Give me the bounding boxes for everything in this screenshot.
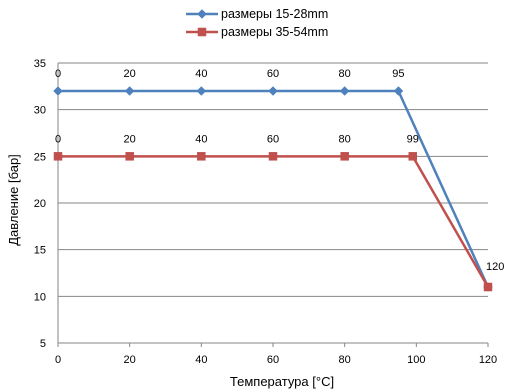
data-label: 0 bbox=[55, 133, 61, 145]
square-marker bbox=[197, 152, 206, 161]
x-tick-label: 0 bbox=[55, 354, 61, 366]
series-line bbox=[58, 155, 490, 288]
data-label: 80 bbox=[339, 133, 351, 145]
x-tick-label: 40 bbox=[195, 354, 207, 366]
legend: размеры 15-28mm размеры 35-54mm bbox=[186, 7, 328, 39]
diamond-marker bbox=[196, 86, 207, 96]
data-label: 0 bbox=[55, 68, 61, 80]
data-label: 40 bbox=[195, 133, 207, 145]
y-tick-label: 25 bbox=[34, 151, 46, 163]
y-tick-label: 20 bbox=[34, 198, 46, 210]
square-marker bbox=[268, 152, 278, 161]
data-label: 99 bbox=[407, 133, 419, 145]
square-marker bbox=[483, 282, 493, 292]
diamond-marker bbox=[268, 86, 278, 96]
y-tick-label: 10 bbox=[34, 291, 46, 303]
y-tick-label: 35 bbox=[34, 58, 46, 70]
markers bbox=[53, 86, 493, 292]
x-tick-label: 120 bbox=[479, 354, 497, 366]
data-label: 20 bbox=[124, 133, 136, 145]
x-tick-label: 80 bbox=[339, 354, 351, 366]
x-tick-label: 60 bbox=[267, 354, 279, 366]
square-marker bbox=[340, 152, 349, 161]
data-label: 40 bbox=[195, 68, 207, 80]
data-label: 95 bbox=[392, 68, 404, 80]
series-line bbox=[58, 89, 490, 288]
legend-label: размеры 15-28mm bbox=[221, 7, 328, 21]
data-label: 60 bbox=[267, 68, 279, 80]
diamond-marker bbox=[393, 86, 404, 96]
axes: 5 10 15 20 25 30 35 0 20 40 60 80 100 120 bbox=[34, 58, 497, 366]
data-label: 120 bbox=[486, 261, 504, 273]
square-marker bbox=[125, 152, 134, 161]
y-axis-label: Давление [бар] bbox=[6, 154, 21, 246]
data-label: 80 bbox=[339, 68, 351, 80]
data-label: 60 bbox=[267, 133, 279, 145]
series-lines bbox=[58, 89, 490, 288]
data-labels: 0 20 40 60 80 95 120 0 20 40 60 80 99 bbox=[55, 68, 504, 273]
y-tick-label: 30 bbox=[34, 105, 46, 117]
diamond-marker bbox=[197, 9, 207, 19]
diamond-marker bbox=[124, 86, 135, 96]
diamond-marker bbox=[53, 86, 63, 96]
x-tick-label: 100 bbox=[407, 354, 425, 366]
diamond-marker bbox=[339, 86, 350, 96]
y-tick-label: 15 bbox=[34, 245, 46, 257]
square-marker bbox=[197, 27, 207, 37]
legend-label: размеры 35-54mm bbox=[221, 25, 328, 39]
square-marker bbox=[53, 152, 63, 161]
y-tick-label: 5 bbox=[40, 338, 46, 350]
x-axis-label: Температура [°C] bbox=[230, 374, 334, 389]
x-tick-label: 20 bbox=[124, 354, 136, 366]
data-label: 20 bbox=[124, 68, 136, 80]
square-marker bbox=[408, 152, 417, 161]
gridlines bbox=[58, 62, 488, 297]
